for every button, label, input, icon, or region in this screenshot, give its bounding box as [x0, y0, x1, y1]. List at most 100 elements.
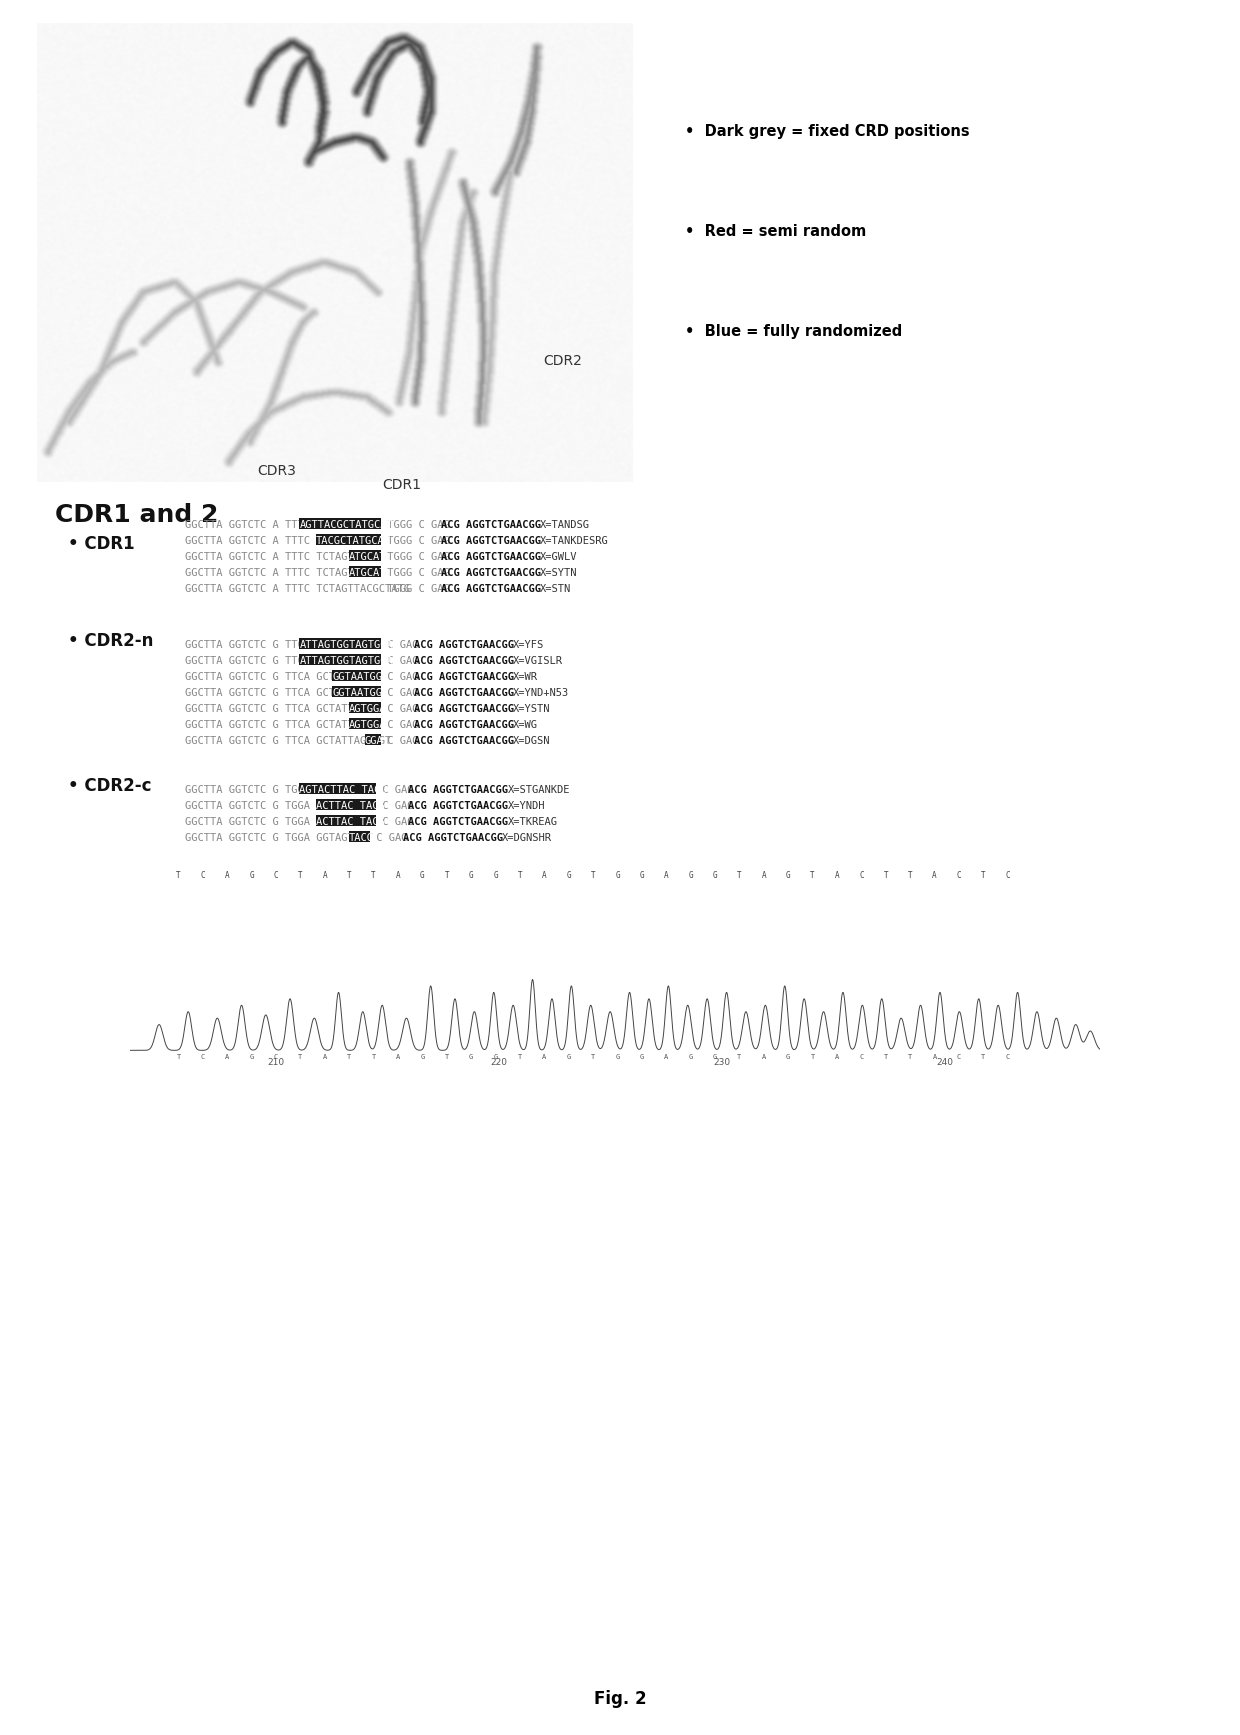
Text: G: G: [640, 871, 645, 880]
Text: C: C: [859, 1053, 863, 1060]
Text: C GAG: C GAG: [376, 817, 413, 828]
Text: G: G: [494, 871, 498, 880]
Text: 210: 210: [267, 1058, 284, 1067]
Text: T: T: [908, 871, 913, 880]
FancyBboxPatch shape: [348, 566, 381, 578]
Text: TGGG C GAG: TGGG C GAG: [381, 536, 450, 547]
Text: G: G: [567, 871, 572, 880]
Text: G: G: [640, 1053, 644, 1060]
Text: C GAG: C GAG: [381, 656, 419, 666]
Text: TGGG C GAG: TGGG C GAG: [381, 552, 450, 562]
Text: A: A: [665, 1053, 668, 1060]
Text: A: A: [932, 871, 937, 880]
Text: C GAG: C GAG: [381, 671, 419, 682]
Text: T: T: [908, 1053, 913, 1060]
Text: C GAG: C GAG: [376, 802, 413, 810]
Text: X=YSTN: X=YSTN: [513, 704, 551, 715]
Text: GGCTTA GGTCTC G TTCA: GGCTTA GGTCTC G TTCA: [185, 656, 316, 666]
FancyBboxPatch shape: [299, 654, 381, 665]
Text: G: G: [688, 871, 693, 880]
Text: G: G: [688, 1053, 693, 1060]
Text: •  Blue = fully randomized: • Blue = fully randomized: [684, 324, 903, 340]
Text: G: G: [786, 871, 791, 880]
Text: A: A: [224, 871, 229, 880]
Text: T: T: [518, 1053, 522, 1060]
Text: T: T: [810, 871, 815, 880]
Text: GGCTTA GGTCTC G TGGA: GGCTTA GGTCTC G TGGA: [185, 784, 316, 795]
Text: X=DGNSHR: X=DGNSHR: [502, 833, 552, 843]
Text: C: C: [859, 871, 864, 880]
Text: G: G: [567, 1053, 570, 1060]
Text: GGCTTA GGTCTC A TTTC: GGCTTA GGTCTC A TTTC: [185, 520, 316, 529]
Text: GGCTTA GGTCTC G TGGA GGT: GGCTTA GGTCTC G TGGA GGT: [185, 817, 335, 828]
FancyBboxPatch shape: [348, 703, 381, 713]
Text: C: C: [274, 1053, 278, 1060]
Text: 220: 220: [490, 1058, 507, 1067]
Text: G: G: [713, 871, 718, 880]
Text: GGCTTA GGTCTC G TGGA GGTAGTACT: GGCTTA GGTCTC G TGGA GGTAGTACT: [185, 833, 372, 843]
Text: TACGCTATGCAT: TACGCTATGCAT: [316, 536, 391, 547]
Text: GGCTTA GGTCTC G TTCA GCTATTAGT: GGCTTA GGTCTC G TTCA GCTATTAGT: [185, 704, 372, 715]
Text: T: T: [299, 1053, 303, 1060]
Text: ACG AGGTCTGAACGG: ACG AGGTCTGAACGG: [408, 784, 508, 795]
Text: T: T: [445, 1053, 449, 1060]
Text: AGTTACGCTATGCAT: AGTTACGCTATGCAT: [299, 520, 393, 529]
FancyBboxPatch shape: [348, 550, 381, 560]
FancyBboxPatch shape: [332, 685, 381, 697]
Text: • CDR2-n: • CDR2-n: [68, 632, 154, 651]
Text: ATGCAT: ATGCAT: [348, 552, 386, 562]
FancyBboxPatch shape: [316, 815, 376, 826]
Text: A: A: [542, 871, 547, 880]
Text: T: T: [347, 1053, 351, 1060]
Text: T: T: [517, 871, 522, 880]
Text: X=YFS: X=YFS: [513, 640, 544, 651]
Text: ACG AGGTCTGAACGG: ACG AGGTCTGAACGG: [441, 567, 541, 578]
Text: G: G: [249, 1053, 254, 1060]
Text: GGCTTA GGTCTC G TTCA GCTATT: GGCTTA GGTCTC G TTCA GCTATT: [185, 689, 353, 697]
Text: ACG AGGTCTGAACGG: ACG AGGTCTGAACGG: [441, 536, 541, 547]
Text: T: T: [347, 871, 351, 880]
Text: T: T: [981, 871, 986, 880]
Text: T: T: [737, 871, 742, 880]
Text: C GAG: C GAG: [376, 784, 413, 795]
Text: X=TANKDESRG: X=TANKDESRG: [541, 536, 609, 547]
Text: •  Dark grey = fixed CRD positions: • Dark grey = fixed CRD positions: [684, 125, 970, 139]
Text: C GAG: C GAG: [381, 689, 419, 697]
Text: A: A: [226, 1053, 229, 1060]
Text: A: A: [761, 871, 766, 880]
Text: GGCTTA GGTCTC G TTCA: GGCTTA GGTCTC G TTCA: [185, 640, 316, 651]
Text: G: G: [494, 1053, 497, 1060]
Text: X=STN: X=STN: [541, 585, 572, 593]
Text: AGTACTTAC TACG: AGTACTTAC TACG: [299, 784, 387, 795]
Text: A: A: [396, 1053, 401, 1060]
Text: X=GWLV: X=GWLV: [541, 552, 578, 562]
Text: A: A: [542, 1053, 547, 1060]
Text: ACG AGGTCTGAACGG: ACG AGGTCTGAACGG: [414, 689, 513, 697]
Text: T: T: [444, 871, 449, 880]
Text: A: A: [835, 871, 839, 880]
Text: C: C: [201, 1053, 205, 1060]
Text: T: T: [981, 1053, 986, 1060]
Text: C GAG: C GAG: [381, 736, 419, 746]
FancyBboxPatch shape: [365, 734, 381, 744]
Text: TGGG C GAG: TGGG C GAG: [381, 567, 450, 578]
Text: GGCTTA GGTCTC G TGGA GGT: GGCTTA GGTCTC G TGGA GGT: [185, 802, 335, 810]
Text: G: G: [469, 1053, 474, 1060]
FancyBboxPatch shape: [316, 534, 381, 545]
Text: G: G: [786, 1053, 790, 1060]
Text: G: G: [420, 1053, 424, 1060]
FancyBboxPatch shape: [299, 519, 381, 529]
Text: CDR1: CDR1: [382, 477, 422, 491]
FancyBboxPatch shape: [332, 670, 381, 682]
Text: ACG AGGTCTGAACGG: ACG AGGTCTGAACGG: [441, 585, 541, 593]
Text: X=STGANKDE: X=STGANKDE: [507, 784, 570, 795]
Text: X=DGSN: X=DGSN: [513, 736, 551, 746]
Text: T: T: [176, 871, 181, 880]
Text: GGTAATGGA: GGTAATGGA: [332, 689, 388, 697]
Text: GGCTTA GGTCTC A TTTC TCTAGTTAC: GGCTTA GGTCTC A TTTC TCTAGTTAC: [185, 552, 372, 562]
Text: X=YNDH: X=YNDH: [507, 802, 546, 810]
Text: C GAG: C GAG: [371, 833, 408, 843]
Text: C: C: [1006, 1053, 1009, 1060]
Text: X=WG: X=WG: [513, 720, 538, 730]
Text: GGTAATGGA: GGTAATGGA: [332, 671, 388, 682]
